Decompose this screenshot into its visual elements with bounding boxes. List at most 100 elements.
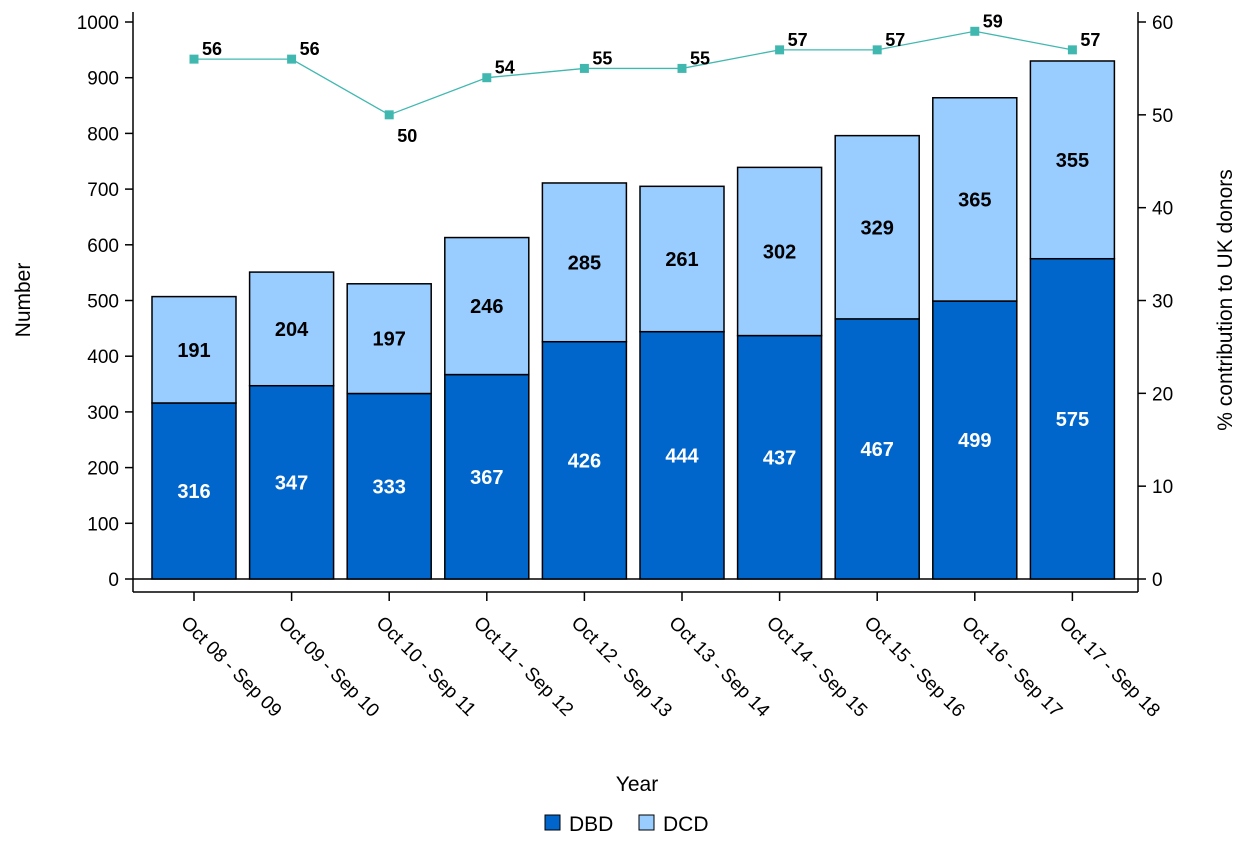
line-marker	[189, 54, 199, 64]
y-tick-label: 400	[87, 347, 119, 368]
bar-dcd	[541, 182, 628, 343]
bar-value-label: 302	[763, 241, 796, 263]
line-value-label: 54	[495, 58, 515, 78]
y2-tick-label: 20	[1152, 384, 1173, 405]
bar-dcd	[639, 185, 725, 333]
line-marker	[970, 26, 980, 36]
bar-value-label: 329	[861, 217, 894, 239]
y-tick-label: 200	[87, 459, 119, 480]
line-marker	[579, 63, 589, 73]
y2-tick-label: 40	[1152, 199, 1173, 220]
line-marker	[775, 45, 785, 55]
line-marker	[482, 73, 492, 83]
bar-dbd	[1029, 257, 1116, 580]
line-marker	[872, 45, 882, 55]
bar-dbd	[248, 384, 335, 580]
bar-dcd	[736, 166, 823, 337]
bar-value-label: 367	[470, 467, 503, 489]
bar-dcd	[444, 236, 530, 376]
bar-value-label: 261	[665, 249, 698, 271]
y-tick-label: 100	[87, 514, 119, 535]
y2-tick-label: 30	[1152, 292, 1173, 313]
bar-value-label: 285	[568, 252, 601, 274]
bar-dbd	[541, 340, 628, 580]
bar-value-label: 467	[861, 439, 894, 461]
legend-label-dbd: DBD	[569, 813, 613, 836]
bar-dcd	[151, 295, 237, 404]
x-tick-label: Oct 12 - Sep 13	[567, 613, 676, 722]
line-value-label: 57	[885, 30, 905, 50]
y-tick-label: 600	[87, 236, 119, 257]
bar-value-label: 575	[1056, 409, 1089, 431]
line-marker	[384, 110, 394, 120]
axes	[132, 12, 1139, 593]
y-tick-label: 0	[108, 570, 119, 591]
line-value-label: 55	[592, 48, 612, 68]
bar-dcd	[346, 283, 432, 395]
bars: 316 191 347 204 333 197 367 246 426 285 444 261 437 3…	[133, 60, 1138, 580]
bar-dbd	[736, 334, 823, 580]
bar-dbd	[932, 300, 1018, 580]
x-tick-label: Oct 13 - Sep 14	[664, 613, 773, 722]
y-tick-label: 300	[87, 403, 119, 424]
line-value-label: 56	[300, 39, 320, 59]
percentage-line	[194, 30, 1073, 116]
x-tick-label: Oct 14 - Sep 15	[762, 613, 871, 722]
x-tick-label: Oct 11 - Sep 12	[469, 613, 577, 721]
y-tick-label: 900	[87, 69, 119, 90]
bar-value-label: 355	[1056, 150, 1089, 172]
y-tick-label: 800	[87, 124, 119, 145]
y2-tick-label: 10	[1152, 477, 1173, 498]
y-tick-label: 700	[87, 180, 119, 201]
bar-value-label: 333	[373, 476, 406, 498]
bar-dbd	[639, 330, 725, 580]
bar-value-label: 204	[275, 319, 309, 341]
x-tick-label: Oct 15 - Sep 16	[860, 613, 969, 722]
line-value-label: 56	[202, 39, 222, 59]
line-marker	[1067, 45, 1077, 55]
bar-dcd	[1029, 60, 1116, 260]
bar-dcd	[932, 97, 1018, 302]
bar-value-label: 444	[665, 445, 699, 467]
bar-value-label: 246	[470, 296, 503, 318]
y2-axis-ticks: 0 10 20 30 40 50 60	[1138, 13, 1173, 591]
bar-dbd	[444, 373, 530, 580]
y-axis-title: Number	[12, 263, 35, 338]
legend: DBD DCD	[544, 813, 709, 836]
bar-value-label: 426	[568, 450, 601, 472]
bar-value-label: 197	[373, 329, 406, 351]
line-marker	[677, 63, 687, 73]
x-tick-label: Oct 17 - Sep 18	[1055, 613, 1164, 722]
bar-value-label: 365	[958, 189, 991, 211]
bar-dbd	[346, 392, 432, 580]
y2-tick-label: 0	[1152, 570, 1163, 591]
legend-swatch-dbd	[544, 814, 561, 831]
y-axis-ticks: 0 100 200 300 400 500 600 700 800 900 1000	[77, 13, 133, 591]
x-tick-label: Oct 10 - Sep 11	[372, 613, 480, 721]
bar-value-label: 437	[763, 447, 796, 469]
y-tick-label: 500	[87, 292, 119, 313]
legend-swatch-dcd	[638, 814, 655, 831]
bar-value-label: 191	[177, 340, 210, 362]
line-series: 56 56 50 54 55 55 57 57 59 57	[189, 11, 1100, 146]
line-value-label: 50	[397, 126, 417, 146]
x-tick-label: Oct 16 - Sep 17	[957, 613, 1066, 722]
legend-label-dcd: DCD	[663, 813, 709, 836]
y-tick-label: 1000	[77, 13, 119, 34]
x-tick-label: Oct 08 - Sep 09	[176, 613, 285, 722]
x-tick-label: Oct 09 - Sep 10	[274, 613, 383, 722]
x-axis-title: Year	[616, 773, 658, 796]
line-value-label: 59	[983, 11, 1003, 31]
y2-tick-label: 50	[1152, 106, 1173, 127]
line-value-label: 57	[788, 30, 808, 50]
y2-tick-label: 60	[1152, 13, 1173, 34]
bar-value-label: 347	[275, 472, 308, 494]
bar-dcd	[248, 271, 335, 387]
bar-value-label: 499	[958, 430, 991, 452]
y2-axis-title: % contribution to UK donors	[1214, 169, 1237, 430]
line-value-label: 57	[1080, 30, 1100, 50]
line-value-label: 55	[690, 48, 710, 68]
bar-value-label: 316	[177, 481, 210, 503]
